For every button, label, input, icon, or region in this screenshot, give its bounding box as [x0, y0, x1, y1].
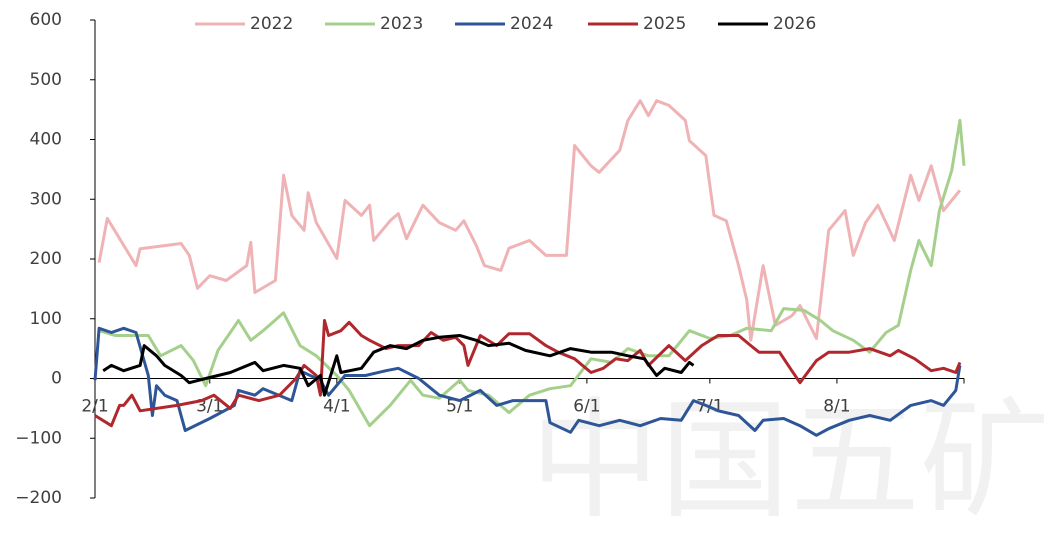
x-tick-label: 6/1 — [573, 397, 600, 417]
watermark: 中国五矿 — [530, 385, 1050, 537]
series-line — [98, 118, 966, 428]
y-tick-label: −100 — [15, 428, 62, 448]
y-tick-label: 200 — [30, 249, 62, 269]
y-tick-label: 100 — [30, 309, 62, 329]
y-tick-label: −200 — [15, 488, 62, 508]
legend-label: 2025 — [643, 14, 686, 34]
legend-label: 2023 — [380, 14, 423, 34]
x-tick-label: 8/1 — [823, 397, 850, 417]
y-tick-label: 500 — [30, 70, 62, 90]
series-line — [102, 334, 695, 397]
x-tick-label: 2/1 — [81, 397, 108, 417]
legend-label: 2026 — [773, 14, 816, 34]
y-tick-label: 0 — [51, 369, 62, 389]
y-tick-label: 300 — [30, 189, 62, 209]
x-tick-label: 5/1 — [446, 397, 473, 417]
y-tick-label: 600 — [30, 10, 62, 30]
legend-label: 2022 — [250, 14, 293, 34]
y-tick-label: 400 — [30, 130, 62, 150]
legend-label: 2024 — [510, 14, 553, 34]
series-line — [93, 326, 962, 437]
x-tick-label: 4/1 — [323, 397, 350, 417]
series-line — [97, 99, 962, 342]
